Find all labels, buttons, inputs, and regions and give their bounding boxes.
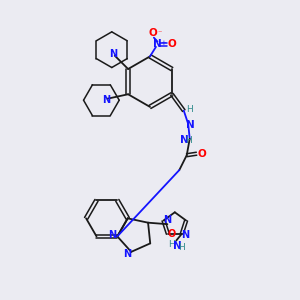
- Text: H: H: [178, 243, 185, 252]
- Text: N: N: [180, 135, 189, 145]
- Text: H: H: [169, 240, 175, 249]
- Text: N: N: [102, 95, 110, 105]
- Text: N: N: [163, 214, 171, 225]
- Text: ⁻: ⁻: [157, 28, 161, 37]
- Text: N: N: [153, 40, 162, 50]
- Text: H: H: [186, 105, 193, 114]
- Text: N: N: [108, 230, 116, 240]
- Text: +: +: [160, 40, 166, 46]
- Text: O: O: [168, 229, 176, 239]
- Text: H: H: [185, 136, 192, 145]
- Text: N: N: [181, 230, 189, 240]
- Text: N: N: [109, 49, 117, 59]
- Text: O: O: [168, 40, 177, 50]
- Text: N: N: [172, 241, 181, 251]
- Text: O: O: [148, 28, 157, 38]
- Text: N: N: [186, 120, 195, 130]
- Text: N: N: [123, 249, 131, 259]
- Text: O: O: [197, 149, 206, 159]
